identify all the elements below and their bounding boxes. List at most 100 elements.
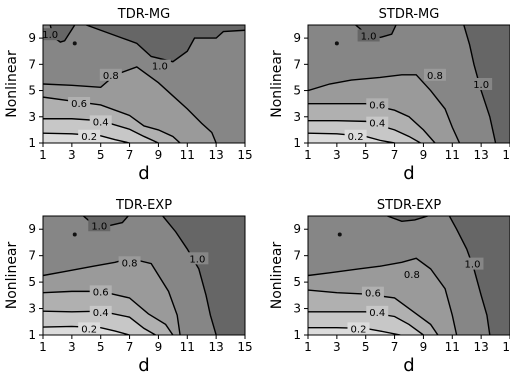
x-tick-label: 5 bbox=[97, 148, 105, 162]
x-tick-label: 1 bbox=[304, 148, 312, 162]
contour-line-1.0 bbox=[463, 25, 497, 143]
contour-label: 0.6 bbox=[71, 99, 87, 110]
x-tick-label: 7 bbox=[391, 148, 399, 162]
y-tick-label: 3 bbox=[28, 302, 36, 316]
y-tick-label: 7 bbox=[293, 57, 301, 71]
x-tick-label: 9 bbox=[155, 148, 163, 162]
y-axis-label: Nonlinear bbox=[4, 242, 20, 310]
y-tick-label: 5 bbox=[293, 84, 301, 98]
contour-label-bg bbox=[89, 285, 112, 298]
x-tick-label: 1 bbox=[304, 340, 312, 354]
contour-label-bg bbox=[344, 129, 367, 142]
x-tick-label: 11 bbox=[180, 340, 195, 354]
contour-line-0.4 bbox=[43, 118, 159, 143]
contour-label-bg bbox=[461, 257, 484, 270]
contour-label: 1.0 bbox=[473, 80, 489, 91]
y-tick-label: 7 bbox=[293, 249, 301, 263]
y-tick-label: 3 bbox=[28, 110, 36, 124]
x-tick-label: 11 bbox=[445, 340, 460, 354]
contour-label-bg bbox=[89, 115, 112, 128]
axes-frame bbox=[42, 215, 246, 336]
x-tick-label: 7 bbox=[391, 340, 399, 354]
x-tick-label: 9 bbox=[155, 340, 163, 354]
axes-frame bbox=[42, 24, 246, 144]
contour-label-bg bbox=[400, 268, 423, 281]
contour-label: 0.6 bbox=[369, 100, 385, 111]
contour-label-bg bbox=[68, 97, 91, 110]
contour-label: 0.8 bbox=[404, 270, 420, 281]
contour-label: 0.6 bbox=[93, 287, 109, 298]
contour-label: 0.2 bbox=[81, 132, 97, 143]
contour-blob bbox=[334, 41, 339, 46]
contour-line-1.0 bbox=[86, 25, 245, 63]
x-tick-label: 15 bbox=[502, 148, 510, 162]
y-tick-label: 5 bbox=[293, 275, 301, 289]
contour-label-bg bbox=[118, 256, 141, 269]
contour-label-bg bbox=[347, 322, 370, 335]
y-tick-label: 5 bbox=[28, 84, 36, 98]
plot-area: 0.2 0.4 0.6 0.8 1.0 1.0 bbox=[43, 25, 245, 143]
x-tick-label: 13 bbox=[209, 340, 224, 354]
axes-frame bbox=[307, 215, 510, 336]
x-axis-label: d bbox=[138, 163, 149, 184]
y-tick-label: 9 bbox=[293, 31, 301, 45]
contour-label-bg bbox=[148, 59, 171, 72]
x-axis-label: d bbox=[403, 163, 414, 184]
contour-label: 0.4 bbox=[93, 308, 109, 319]
contour-label-bg bbox=[366, 116, 389, 129]
contour-label-bg bbox=[186, 252, 209, 265]
contour-label: 1.0 bbox=[189, 254, 205, 265]
contour-line-0.2 bbox=[43, 325, 130, 335]
contour-label-bg bbox=[366, 98, 389, 111]
contour-label: 1.0 bbox=[465, 260, 481, 271]
contour-line-0.6 bbox=[308, 102, 436, 143]
chart-panel-1: 0.20.40.60.81.01.01 3 5 7 9 11 13 1513579TDR-MG… bbox=[4, 7, 253, 184]
contour-label-bg bbox=[78, 129, 101, 142]
y-axis-label: Nonlinear bbox=[269, 50, 285, 118]
y-tick-label: 9 bbox=[293, 222, 301, 236]
x-tick-label: 11 bbox=[180, 148, 195, 162]
contour-label-bg bbox=[357, 29, 380, 42]
y-tick-label: 7 bbox=[28, 249, 36, 263]
contour-label: 1.0 bbox=[361, 31, 377, 42]
contour-label: 0.8 bbox=[122, 258, 138, 269]
x-tick-label: 3 bbox=[333, 340, 341, 354]
contour-label-bg bbox=[99, 68, 122, 81]
contour-line-0.8 bbox=[43, 66, 217, 143]
x-tick-label: 13 bbox=[474, 148, 489, 162]
x-tick-label: 11 bbox=[445, 148, 460, 162]
contour-label: 0.4 bbox=[93, 117, 109, 128]
x-tick-label: 5 bbox=[362, 148, 370, 162]
y-tick-label: 1 bbox=[28, 328, 36, 342]
contour-label-bg bbox=[470, 78, 493, 90]
contour-label: 0.6 bbox=[365, 289, 381, 300]
contour-label: 1.0 bbox=[91, 221, 107, 232]
x-tick-label: 3 bbox=[68, 340, 76, 354]
x-tick-label: 7 bbox=[126, 148, 134, 162]
plot-area: 0.20.4 0.6 0.8 1.0 bbox=[308, 216, 491, 335]
contour-label-bg bbox=[361, 286, 384, 299]
contour-blob bbox=[72, 41, 77, 46]
contour-label-bg bbox=[43, 28, 62, 41]
chart-title: TDR-MG bbox=[117, 7, 170, 22]
x-tick-label: 5 bbox=[362, 340, 370, 354]
x-tick-label: 13 bbox=[209, 148, 224, 162]
plot-area: 0.2 0.4 0.6 0.8 1.0 1.0 bbox=[43, 216, 217, 335]
contour-label: 0.2 bbox=[348, 132, 364, 143]
x-tick-label: 15 bbox=[502, 340, 510, 354]
y-tick-label: 9 bbox=[28, 31, 36, 45]
contour-label-bg bbox=[78, 322, 101, 335]
x-tick-label: 3 bbox=[333, 148, 341, 162]
y-tick-label: 1 bbox=[293, 136, 301, 150]
contour-line-1.0 bbox=[162, 216, 217, 335]
contour-line-0.6 bbox=[43, 290, 174, 335]
y-axis-label: Nonlinear bbox=[4, 50, 20, 118]
contour-line-0.4 bbox=[43, 310, 156, 335]
x-tick-label: 15 bbox=[237, 340, 252, 354]
y-tick-label: 5 bbox=[28, 275, 36, 289]
x-tick-label: 7 bbox=[126, 340, 134, 354]
chart-title: STDR-EXP bbox=[377, 198, 442, 213]
chart-panel-4: 0.20.40.60.81.01357911131513579STDR-EXPd… bbox=[269, 198, 510, 376]
x-tick-label: 15 bbox=[237, 148, 252, 162]
y-tick-label: 1 bbox=[28, 136, 36, 150]
